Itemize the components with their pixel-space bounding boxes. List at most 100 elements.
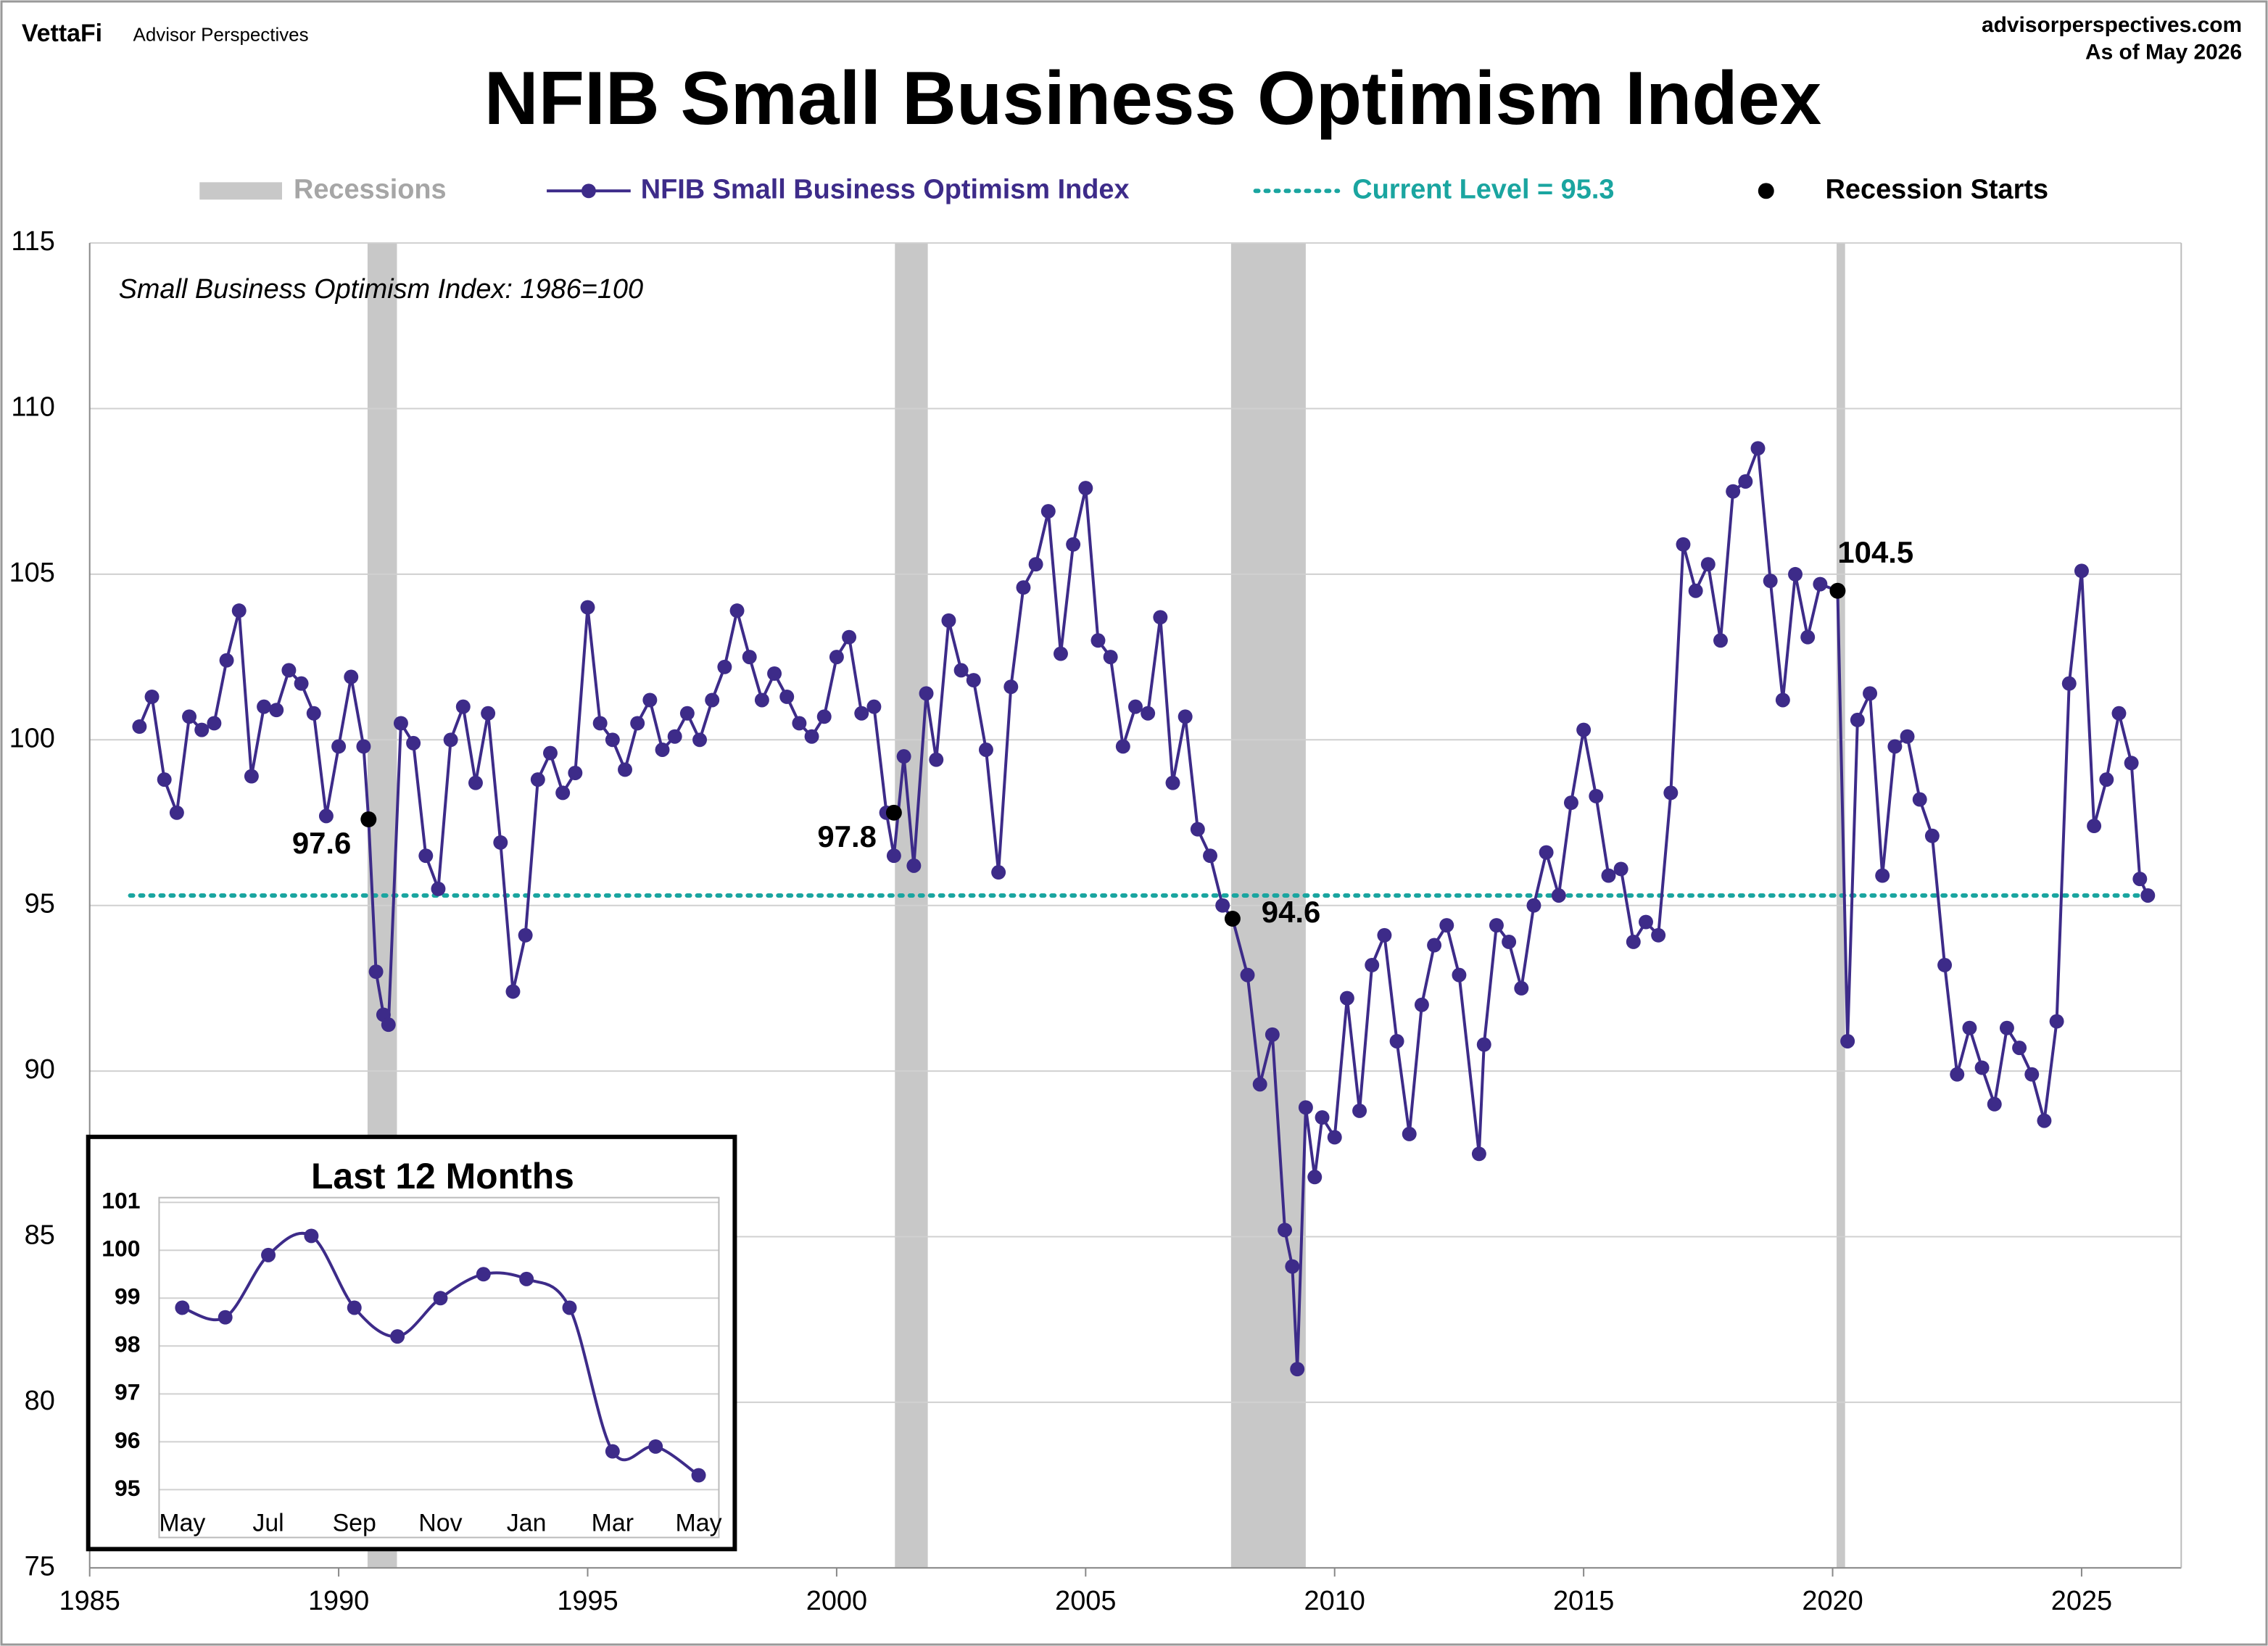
series-point bbox=[1203, 848, 1217, 864]
series-point bbox=[2087, 819, 2102, 834]
series-point bbox=[1613, 861, 1628, 877]
series-point bbox=[1078, 481, 1093, 496]
series-point bbox=[2074, 563, 2089, 579]
series-point bbox=[182, 709, 197, 724]
series-point bbox=[368, 964, 384, 980]
series-point bbox=[919, 686, 934, 701]
inset-x-tick-label: May bbox=[676, 1509, 722, 1537]
series-point bbox=[207, 716, 222, 731]
series-point bbox=[1389, 1034, 1404, 1049]
series-point bbox=[1775, 692, 1790, 708]
series-point bbox=[1924, 828, 1940, 843]
series-point bbox=[1265, 1027, 1280, 1042]
series-point bbox=[518, 927, 533, 943]
series-point bbox=[580, 600, 595, 615]
series-point bbox=[1713, 633, 1728, 648]
series-point bbox=[2037, 1113, 2052, 1128]
as-of: As of May 2026 bbox=[2085, 41, 2242, 65]
legend-swatch bbox=[581, 183, 596, 199]
inset-point bbox=[605, 1444, 620, 1459]
series-point bbox=[767, 666, 782, 681]
series-point bbox=[1439, 918, 1454, 933]
series-point bbox=[1526, 898, 1541, 913]
series-point bbox=[306, 706, 321, 721]
subtitle: Small Business Optimism Index: 1986=100 bbox=[119, 274, 643, 305]
inset-y-tick-label: 96 bbox=[115, 1427, 141, 1453]
series-point bbox=[406, 735, 421, 750]
series-point bbox=[642, 692, 658, 708]
series-point bbox=[505, 984, 521, 999]
series-point bbox=[2111, 706, 2127, 721]
series-point bbox=[1999, 1020, 2014, 1035]
series-point bbox=[941, 613, 956, 628]
series-point bbox=[1651, 927, 1666, 943]
site: advisorperspectives.com bbox=[1982, 13, 2242, 37]
series-point bbox=[2099, 772, 2114, 787]
inset-y-tick-label: 98 bbox=[115, 1331, 141, 1357]
y-tick-label: 80 bbox=[25, 1386, 55, 1416]
series-point bbox=[269, 703, 284, 718]
inset-point bbox=[218, 1310, 233, 1325]
series-point bbox=[1937, 957, 1953, 972]
series-point bbox=[281, 663, 297, 678]
series-point bbox=[1800, 629, 1816, 645]
series-point bbox=[1514, 980, 1529, 996]
series-point bbox=[294, 676, 309, 691]
series-point bbox=[2132, 872, 2148, 887]
series-point bbox=[157, 772, 172, 787]
series-point bbox=[953, 663, 969, 678]
x-tick-label: 1995 bbox=[557, 1586, 618, 1616]
inset-x-tick-label: Jul bbox=[252, 1509, 284, 1537]
series-point bbox=[1285, 1259, 1300, 1274]
x-tick-label: 2015 bbox=[1553, 1586, 1614, 1616]
inset-point bbox=[648, 1439, 663, 1454]
series-point bbox=[1414, 997, 1429, 1012]
series-point bbox=[1738, 474, 1753, 489]
series-point bbox=[1298, 1100, 1313, 1115]
inset-point bbox=[562, 1300, 577, 1315]
series-point bbox=[194, 722, 210, 737]
series-point bbox=[1626, 934, 1641, 949]
series-point bbox=[1875, 868, 1890, 883]
series-point bbox=[2024, 1067, 2040, 1082]
series-point bbox=[132, 719, 147, 735]
inset-point bbox=[433, 1291, 448, 1306]
series-point bbox=[219, 653, 234, 668]
recession-start-label: 97.6 bbox=[292, 826, 352, 860]
series-point bbox=[331, 739, 347, 754]
series-point bbox=[1813, 576, 1828, 592]
y-tick-label: 75 bbox=[25, 1551, 55, 1581]
x-tick-label: 2000 bbox=[806, 1586, 867, 1616]
series-point bbox=[381, 1017, 396, 1033]
series-point bbox=[929, 752, 944, 767]
x-tick-label: 2025 bbox=[2051, 1586, 2112, 1616]
series-point bbox=[1141, 706, 1156, 721]
inset-y-tick-label: 101 bbox=[102, 1188, 140, 1214]
series-point bbox=[1576, 722, 1592, 737]
series-point bbox=[1215, 898, 1230, 913]
inset-point bbox=[476, 1267, 491, 1282]
series-point bbox=[592, 716, 608, 731]
series-point bbox=[1539, 845, 1554, 860]
series-point bbox=[829, 650, 844, 665]
series-point bbox=[1352, 1103, 1367, 1118]
series-point bbox=[1178, 709, 1193, 724]
series-point bbox=[2012, 1041, 2027, 1056]
y-tick-label: 110 bbox=[11, 392, 54, 423]
legend-label: NFIB Small Business Optimism Index bbox=[641, 174, 1130, 204]
series-point bbox=[1290, 1362, 1305, 1377]
series-point bbox=[2140, 888, 2156, 903]
inset-plot-border bbox=[158, 1196, 720, 1539]
series-point bbox=[1850, 712, 1865, 727]
inset-x-tick-label: Nov bbox=[418, 1509, 462, 1537]
series-point bbox=[468, 775, 483, 790]
series-point bbox=[431, 881, 446, 896]
recession-start bbox=[1224, 911, 1241, 927]
series-point bbox=[2049, 1014, 2064, 1029]
inset-x-tick-label: May bbox=[159, 1509, 205, 1537]
y-tick-label: 95 bbox=[25, 889, 55, 919]
series-point bbox=[231, 603, 247, 619]
inset-point bbox=[304, 1228, 319, 1244]
series-point bbox=[1153, 610, 1168, 625]
